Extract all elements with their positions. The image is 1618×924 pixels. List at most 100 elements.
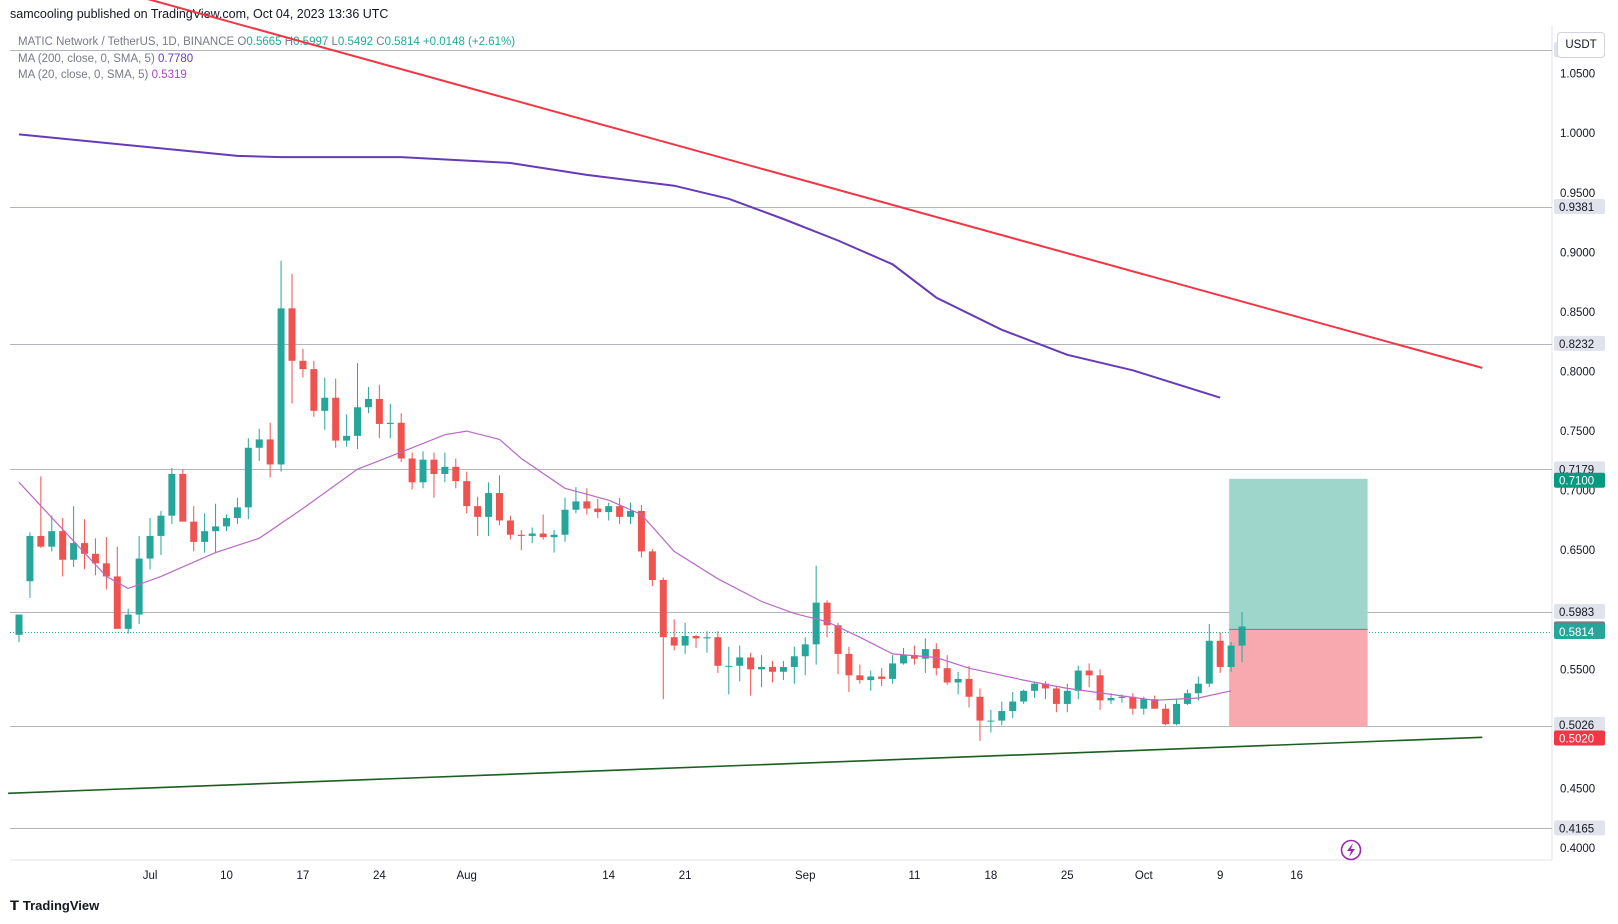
candle <box>441 452 449 483</box>
candle <box>998 701 1006 726</box>
candle <box>987 709 995 733</box>
candle-body <box>823 602 831 626</box>
time-tick: 24 <box>373 870 386 882</box>
candle <box>703 631 711 653</box>
candle-body <box>277 308 285 465</box>
candle-body <box>1074 670 1082 691</box>
candle <box>954 671 962 695</box>
open-label: O <box>237 36 247 48</box>
candle-body <box>834 625 842 654</box>
bolt-icon[interactable] <box>1340 839 1362 861</box>
price-label-bg <box>1554 335 1605 351</box>
candle <box>212 503 220 553</box>
price-tick: 0.4000 <box>1560 843 1595 855</box>
candle-body <box>1063 690 1071 704</box>
candle <box>244 438 252 520</box>
candle <box>321 377 329 430</box>
ma20-line <box>18 430 1232 701</box>
candle <box>59 518 67 577</box>
candle <box>812 565 820 665</box>
time-tick: 9 <box>1217 870 1223 882</box>
price-label-bg <box>1554 716 1605 732</box>
price-label-text: 0.7100 <box>1559 476 1594 488</box>
candle-body <box>354 407 362 436</box>
tradingview-logo-text: TradingView <box>22 898 100 913</box>
price-label-bg <box>1554 820 1605 836</box>
target-zone[interactable] <box>1229 478 1368 630</box>
candle <box>408 452 416 490</box>
candle-body <box>430 459 438 474</box>
price-label: 0.5026 <box>1554 716 1605 732</box>
low-value: 0.5492 <box>337 36 374 48</box>
candle <box>1096 669 1104 710</box>
candle-body <box>135 558 143 615</box>
candle-body <box>987 720 995 722</box>
candle-body <box>190 521 198 542</box>
ma20-legend-value: 0.5319 <box>151 69 187 81</box>
candle-body <box>768 666 776 672</box>
candle-body <box>1020 690 1028 702</box>
candle-body <box>1238 626 1246 646</box>
candle <box>1151 695 1159 709</box>
candle <box>747 652 755 696</box>
candle <box>299 348 307 378</box>
candle <box>692 634 700 648</box>
price-label-text: 0.5814 <box>1559 627 1595 639</box>
stop-zone[interactable] <box>1229 629 1368 727</box>
candle-body <box>332 397 340 441</box>
candle-body <box>1096 675 1104 701</box>
currency-button[interactable]: USDT <box>1557 32 1605 58</box>
candle-body <box>375 398 383 424</box>
candle <box>70 506 78 567</box>
symbol-name[interactable]: MATIC Network / TetherUS, 1D, BINANCE <box>18 36 235 48</box>
candle <box>758 655 766 688</box>
price-tick: 0.7000 <box>1560 486 1595 498</box>
low-label: L <box>331 36 338 48</box>
candle <box>255 428 263 461</box>
candle <box>146 518 154 570</box>
candle-body <box>714 637 722 666</box>
candle-body <box>299 360 307 370</box>
candle <box>943 655 951 685</box>
candle-body <box>1107 697 1115 701</box>
price-label: 0.9381 <box>1554 198 1605 214</box>
time-axis[interactable]: Jul 10 17 24 Aug 14 21 Sep 11 18 25 Oct 9 16 <box>143 870 1303 882</box>
candle <box>845 646 853 693</box>
candle <box>921 638 929 673</box>
candle <box>364 387 372 414</box>
candle <box>135 535 143 625</box>
candle <box>1194 676 1202 701</box>
candle <box>506 515 514 540</box>
candle-body <box>1205 640 1213 684</box>
candle <box>725 646 733 695</box>
candle <box>124 608 132 634</box>
candle-body <box>779 666 787 672</box>
candle <box>1173 699 1181 726</box>
candle-body <box>146 535 154 559</box>
long-position-tool[interactable] <box>1229 478 1368 727</box>
candle <box>1009 692 1017 719</box>
ma20-legend-row[interactable]: MA (20, close, 0, SMA, 5) 0.5319 <box>18 67 515 84</box>
candle <box>1205 624 1213 688</box>
time-tick: Sep <box>795 870 815 882</box>
candle-body <box>681 636 689 646</box>
tradingview-logo[interactable]: 𝗧 TradingView <box>10 898 99 914</box>
trend-lines <box>8 0 1483 795</box>
price-label: 0.5983 <box>1554 603 1605 619</box>
price-label-text: 0.5983 <box>1559 607 1594 619</box>
ma200-legend-row[interactable]: MA (200, close, 0, SMA, 5) 0.7780 <box>18 51 515 68</box>
candle <box>222 514 230 532</box>
candle <box>157 510 165 555</box>
candle-body <box>1041 683 1049 689</box>
candle <box>102 537 110 590</box>
candle <box>48 515 56 552</box>
candle-body <box>168 473 176 516</box>
price-tick: 0.6500 <box>1560 545 1595 557</box>
candle-body <box>266 439 274 465</box>
candle-body <box>517 534 525 536</box>
price-tick: 0.8000 <box>1560 367 1595 379</box>
candle <box>1162 703 1170 726</box>
candle-body <box>856 675 864 681</box>
candle <box>681 622 689 654</box>
